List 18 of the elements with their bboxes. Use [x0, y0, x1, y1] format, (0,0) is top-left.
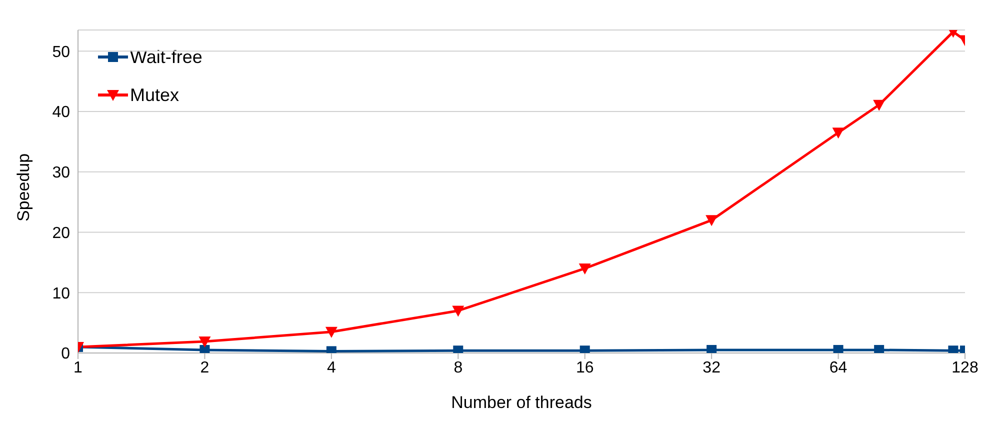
y-tick-label: 30 [52, 164, 70, 182]
x-axis-title: Number of threads [451, 393, 592, 412]
y-tick-label: 20 [52, 224, 70, 242]
x-tick-label: 128 [952, 359, 978, 376]
y-tick-label: 40 [52, 104, 70, 122]
x-tick-label: 4 [326, 359, 336, 376]
y-tick-label: 10 [52, 285, 70, 302]
x-tick-label: 8 [454, 359, 463, 376]
x-tick-label: 2 [200, 359, 210, 376]
x-tick-label: 32 [702, 359, 721, 376]
y-tick-label: 0 [61, 346, 70, 363]
legend-label: Mutex [130, 84, 180, 106]
y-axis-title: Speedup [14, 153, 34, 222]
y-tick-label: 50 [52, 44, 70, 61]
x-tick-label: 16 [576, 359, 594, 376]
x-tick-label: 1 [74, 359, 83, 376]
legend-label: Wait-free [130, 46, 202, 68]
x-tick-label: 64 [829, 359, 848, 376]
